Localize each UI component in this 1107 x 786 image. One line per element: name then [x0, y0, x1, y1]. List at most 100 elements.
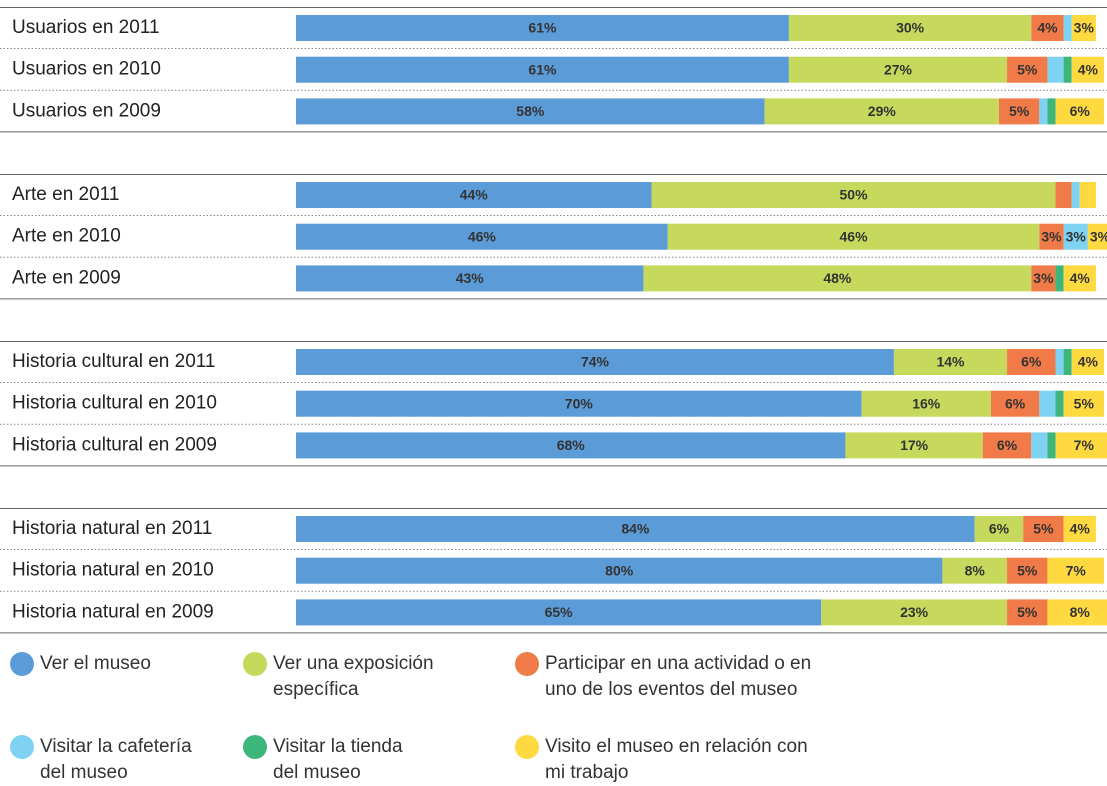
bar-segment [788, 15, 1032, 41]
data-label: 74% [581, 354, 610, 370]
bar-segment [1047, 98, 1056, 125]
bar-segment [1071, 15, 1096, 41]
data-label: 68% [557, 437, 586, 453]
bar-segment [998, 98, 1040, 125]
data-label: 61% [528, 61, 557, 77]
bar-segment [1071, 182, 1080, 208]
category-label: Usuarios en 2011 [12, 17, 160, 38]
bar-segment [296, 599, 822, 626]
legend-swatch [243, 735, 267, 759]
bar-segment [296, 15, 789, 41]
data-label: 44% [460, 187, 489, 203]
data-label: 48% [823, 270, 852, 286]
category-label: Historia natural en 2010 [12, 560, 214, 581]
bar-segment [1055, 98, 1104, 125]
legend-label: Ver una exposición específica [273, 653, 434, 700]
data-label: 5% [1009, 103, 1030, 119]
data-label: 84% [621, 521, 650, 537]
bar-segment [296, 557, 943, 584]
legend-item: Visitar la cafetería del museo [10, 734, 210, 786]
bar-segment [1023, 516, 1064, 542]
bar-segment [1055, 182, 1072, 208]
data-label: 43% [456, 270, 485, 286]
legend-swatch [10, 652, 34, 676]
bar-segment [990, 390, 1040, 417]
data-label: 3% [1090, 228, 1107, 244]
bar-segment [1087, 223, 1107, 250]
bar-segment [1031, 15, 1064, 41]
legend-swatch [10, 735, 34, 759]
bar-segment [1055, 432, 1107, 459]
data-label: 6% [997, 437, 1018, 453]
data-label: 14% [936, 354, 965, 370]
bar-segment [667, 223, 1040, 250]
bar-segment [1063, 349, 1072, 375]
category-label: Arte en 2009 [12, 267, 121, 288]
bar-segment [1063, 223, 1088, 250]
legend-swatch [515, 735, 539, 759]
bar-segment [1031, 265, 1056, 292]
bar-segment [1071, 349, 1104, 375]
data-label: 23% [900, 604, 929, 620]
data-label: 65% [545, 604, 574, 620]
bar-segment [296, 390, 862, 417]
data-label: 3% [1066, 228, 1087, 244]
legend-item: Ver el museo [10, 651, 210, 677]
bar-segment [974, 516, 1024, 542]
legend-label: Ver el museo [40, 653, 151, 674]
data-label: 6% [989, 521, 1010, 537]
category-label: Arte en 2010 [12, 226, 121, 247]
category-label: Historia cultural en 2010 [12, 393, 217, 414]
bar-segment [296, 265, 644, 292]
data-label: 5% [1017, 61, 1038, 77]
legend-label: Visito el museo en relación con mi traba… [545, 736, 808, 783]
data-label: 46% [468, 228, 497, 244]
data-label: 5% [1074, 395, 1095, 411]
bar-segment [893, 349, 1008, 375]
bar-segment [1047, 599, 1107, 626]
bar-segment [1047, 432, 1056, 459]
bar-segment [1039, 223, 1064, 250]
bar-segment [296, 223, 668, 250]
legend-item: Participar en una actividad o en uno de … [515, 651, 820, 703]
data-label: 80% [605, 562, 634, 578]
data-label: 4% [1078, 61, 1099, 77]
legend-swatch [515, 652, 539, 676]
bar-segment [1055, 390, 1064, 417]
data-label: 5% [1017, 604, 1038, 620]
bar-segment [296, 349, 894, 375]
data-label: 6% [1021, 354, 1042, 370]
bar-segment [1007, 349, 1056, 375]
data-label: 58% [516, 103, 545, 119]
bar-segment [1007, 599, 1048, 626]
category-label: Historia natural en 2009 [12, 601, 214, 622]
bar-segment [296, 432, 846, 459]
legend-label: Participar en una actividad o en uno de … [545, 653, 812, 700]
data-label: 27% [884, 61, 913, 77]
bar-segment [651, 182, 1056, 208]
bar-segment [1063, 56, 1072, 83]
data-label: 5% [1017, 562, 1038, 578]
bar-segment [1071, 56, 1104, 83]
bar-segment [1039, 390, 1056, 417]
bar-segment [1055, 349, 1064, 375]
bar-segment [296, 516, 975, 542]
bar-segment [643, 265, 1032, 292]
category-label: Usuarios en 2010 [12, 59, 161, 80]
data-label: 4% [1078, 354, 1099, 370]
category-label: Historia cultural en 2011 [12, 351, 215, 372]
data-label: 29% [868, 103, 897, 119]
category-label: Historia natural en 2011 [12, 518, 212, 539]
data-label: 3% [1041, 228, 1062, 244]
bar-segment [296, 56, 789, 83]
data-label: 6% [1070, 103, 1091, 119]
data-label: 7% [1066, 562, 1087, 578]
bar-segment [1063, 15, 1072, 41]
data-label: 3% [1033, 270, 1054, 286]
legend-item: Ver una exposición específica [243, 651, 443, 703]
data-label: 4% [1070, 270, 1091, 286]
category-label: Arte en 2011 [12, 184, 119, 205]
bar-segment [1079, 182, 1096, 208]
data-label: 4% [1070, 521, 1091, 537]
bar-segment [1047, 557, 1104, 584]
